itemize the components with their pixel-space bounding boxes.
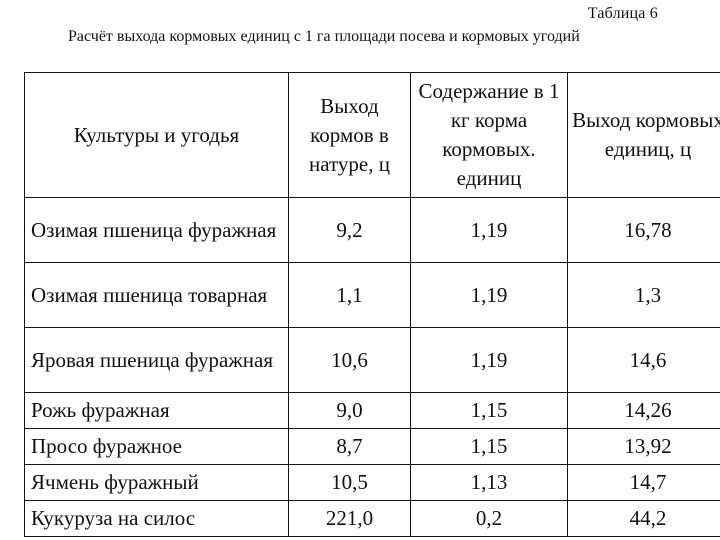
yield-cell: 9,0 [288, 392, 411, 429]
crop-cell: Ячмень фуражный [24, 464, 289, 501]
table-row: Ячмень фуражный 10,5 1,13 14,7 [24, 464, 720, 501]
units-cell: 16,78 [567, 197, 720, 263]
table-row: Рожь фуражная 9,0 1,15 14,26 [24, 392, 720, 429]
units-cell: 13,92 [567, 428, 720, 465]
header-crop: Культуры и угодья [24, 72, 289, 198]
crop-cell: Яровая пшеница фуражная [24, 327, 289, 393]
content-cell: 1,15 [410, 392, 568, 429]
content-cell: 1,19 [410, 327, 568, 393]
crop-cell: Озимая пшеница товарная [24, 262, 289, 328]
yield-cell: 10,6 [288, 327, 411, 393]
header-content: Содержание в 1 кг корма кормовых. единиц [410, 72, 568, 198]
units-cell: 44,2 [567, 500, 720, 537]
table-row: Озимая пшеница фуражная 9,2 1,19 16,78 [24, 197, 720, 263]
table-number: Таблица 6 [587, 5, 658, 22]
header-row: Культуры и угодья Выход кормов в натуре,… [24, 72, 720, 198]
content-cell: 1,19 [410, 262, 568, 328]
crop-cell: Кукуруза на силос [24, 500, 289, 537]
units-cell: 14,6 [567, 327, 720, 393]
units-cell: 14,7 [567, 464, 720, 501]
table-row: Просо фуражное 8,7 1,15 13,92 [24, 428, 720, 465]
header-yield: Выход кормов в натуре, ц [288, 72, 411, 198]
units-cell: 1,3 [567, 262, 720, 328]
crop-cell: Озимая пшеница фуражная [24, 197, 289, 263]
table-row: Кукуруза на силос 221,0 0,2 44,2 [24, 500, 720, 537]
table-row: Озимая пшеница товарная 1,1 1,19 1,3 [24, 262, 720, 328]
content-cell: 0,2 [410, 500, 568, 537]
table-caption: Расчёт выхода кормовых единиц с 1 га пло… [68, 28, 580, 45]
crop-cell: Рожь фуражная [24, 392, 289, 429]
content-cell: 1,13 [410, 464, 568, 501]
yield-cell: 1,1 [288, 262, 411, 328]
feed-units-table: Культуры и угодья Выход кормов в натуре,… [24, 72, 720, 537]
content-cell: 1,19 [410, 197, 568, 263]
units-cell: 14,26 [567, 392, 720, 429]
yield-cell: 221,0 [288, 500, 411, 537]
yield-cell: 8,7 [288, 428, 411, 465]
header-units: Выход кормовых единиц, ц [567, 72, 720, 198]
table-row: Яровая пшеница фуражная 10,6 1,19 14,6 [24, 327, 720, 393]
crop-cell: Просо фуражное [24, 428, 289, 465]
yield-cell: 9,2 [288, 197, 411, 263]
content-cell: 1,15 [410, 428, 568, 465]
yield-cell: 10,5 [288, 464, 411, 501]
